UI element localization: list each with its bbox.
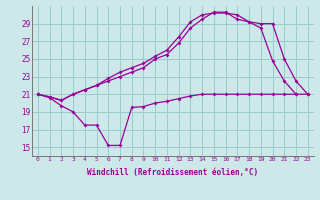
X-axis label: Windchill (Refroidissement éolien,°C): Windchill (Refroidissement éolien,°C)	[87, 168, 258, 177]
